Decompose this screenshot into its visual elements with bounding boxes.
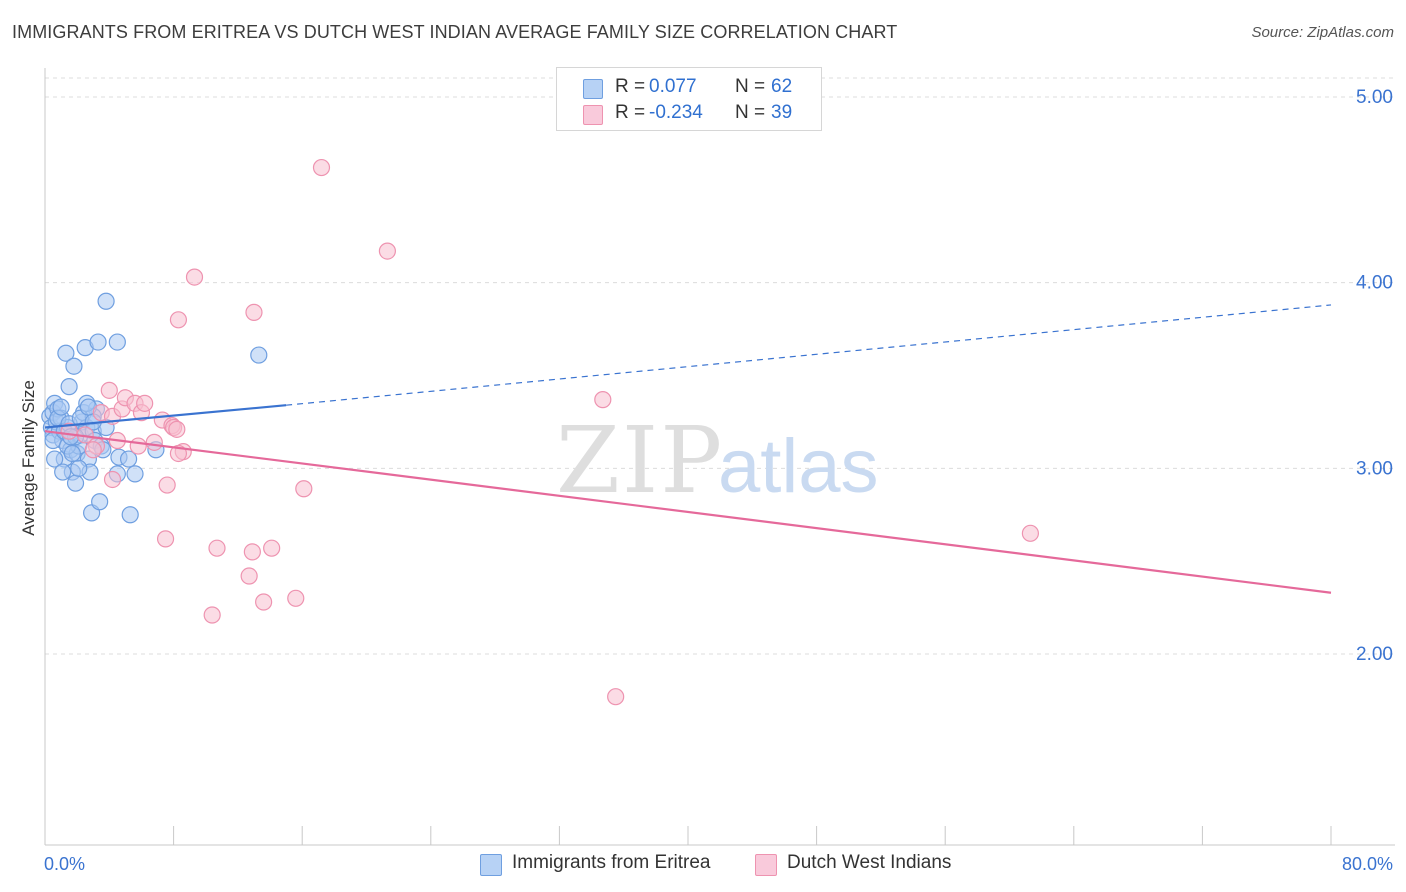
x-tick-label-end: 80.0%: [1342, 854, 1393, 874]
point-eritrea: [60, 378, 78, 396]
y-tick-label: 2.00: [1356, 644, 1393, 665]
legend-r-value: -0.234: [649, 102, 703, 123]
point-dutch-west-indian: [169, 311, 188, 329]
bottom-legend-label: Dutch West Indians: [787, 852, 952, 873]
point-dutch-west-indian: [378, 242, 396, 260]
point-dutch-west-indian: [203, 606, 221, 624]
x-tick-label-start: 0.0%: [44, 854, 85, 874]
point-dutch-west-indian: [594, 391, 612, 409]
point-eritrea: [89, 333, 107, 351]
y-tick-label: 3.00: [1356, 458, 1393, 479]
point-eritrea: [108, 333, 126, 351]
trend-line-eritrea-extension: [286, 304, 1332, 406]
legend-n-label: N =: [735, 76, 766, 97]
legend-swatch-blue: [583, 79, 603, 99]
point-eritrea: [91, 493, 109, 511]
point-eritrea: [52, 398, 70, 416]
point-eritrea: [121, 506, 139, 524]
point-dutch-west-indian: [100, 381, 118, 399]
point-eritrea: [119, 450, 138, 468]
point-eritrea: [126, 465, 144, 483]
point-eritrea: [70, 459, 88, 477]
point-eritrea: [63, 444, 81, 463]
point-dutch-west-indian: [145, 433, 163, 451]
point-dutch-west-indian: [255, 593, 273, 611]
y-tick-label: 5.00: [1356, 87, 1393, 108]
point-dutch-west-indian: [607, 688, 625, 706]
legend-n-value: 62: [771, 76, 793, 97]
legend-r-label: R =: [615, 102, 646, 123]
point-eritrea: [57, 344, 75, 362]
correlation-legend: R = 0.077 N = 62 R = -0.234 N = 39: [556, 67, 822, 131]
legend-r-value: 0.077: [649, 76, 697, 97]
watermark-zip: ZIP: [556, 407, 724, 514]
point-dutch-west-indian: [84, 441, 102, 459]
axis-layer: 2.00 3.00 4.00 5.00: [44, 68, 1395, 846]
legend-n-label: N =: [735, 102, 766, 123]
point-eritrea: [46, 450, 64, 468]
point-dutch-west-indian: [1021, 524, 1039, 542]
point-dutch-west-indian: [243, 543, 261, 561]
bottom-legend-swatch-blue: [480, 854, 502, 876]
point-dutch-west-indian: [240, 567, 258, 585]
point-dutch-west-indian: [295, 480, 313, 498]
source-label: Source: ZipAtlas.com: [1251, 24, 1394, 41]
point-dutch-west-indian: [287, 589, 305, 607]
point-dutch-west-indian: [185, 268, 204, 286]
point-dutch-west-indian: [312, 158, 331, 177]
point-dutch-west-indian: [263, 539, 281, 557]
y-tick-label: 4.00: [1356, 273, 1393, 294]
legend-r-label: R =: [615, 76, 646, 97]
trend-layer: [44, 304, 1332, 594]
point-dutch-west-indian: [156, 530, 175, 548]
point-dutch-west-indian: [136, 394, 154, 412]
legend-n-value: 39: [771, 102, 793, 123]
trend-line-dutch-west-indian: [44, 430, 1332, 594]
y-axis-label: Average Family Size: [19, 380, 38, 536]
points-layer: [41, 158, 1039, 706]
watermark-atlas: atlas: [718, 424, 879, 509]
point-eritrea: [250, 346, 268, 364]
point-dutch-west-indian: [208, 539, 226, 557]
point-dutch-west-indian: [129, 437, 147, 455]
bottom-legend-swatch-pink: [755, 854, 777, 876]
point-eritrea: [66, 474, 85, 492]
point-dutch-west-indian: [168, 420, 186, 438]
point-dutch-west-indian: [245, 303, 263, 321]
point-eritrea: [65, 357, 83, 375]
trend-line-eritrea: [44, 404, 287, 429]
bottom-legend-label: Immigrants from Eritrea: [512, 852, 711, 873]
point-eritrea: [54, 463, 72, 481]
legend-swatch-pink: [583, 105, 603, 125]
point-dutch-west-indian: [158, 476, 176, 494]
point-dutch-west-indian: [103, 470, 122, 489]
chart-title: IMMIGRANTS FROM ERITREA VS DUTCH WEST IN…: [12, 22, 898, 42]
point-eritrea: [97, 292, 115, 310]
